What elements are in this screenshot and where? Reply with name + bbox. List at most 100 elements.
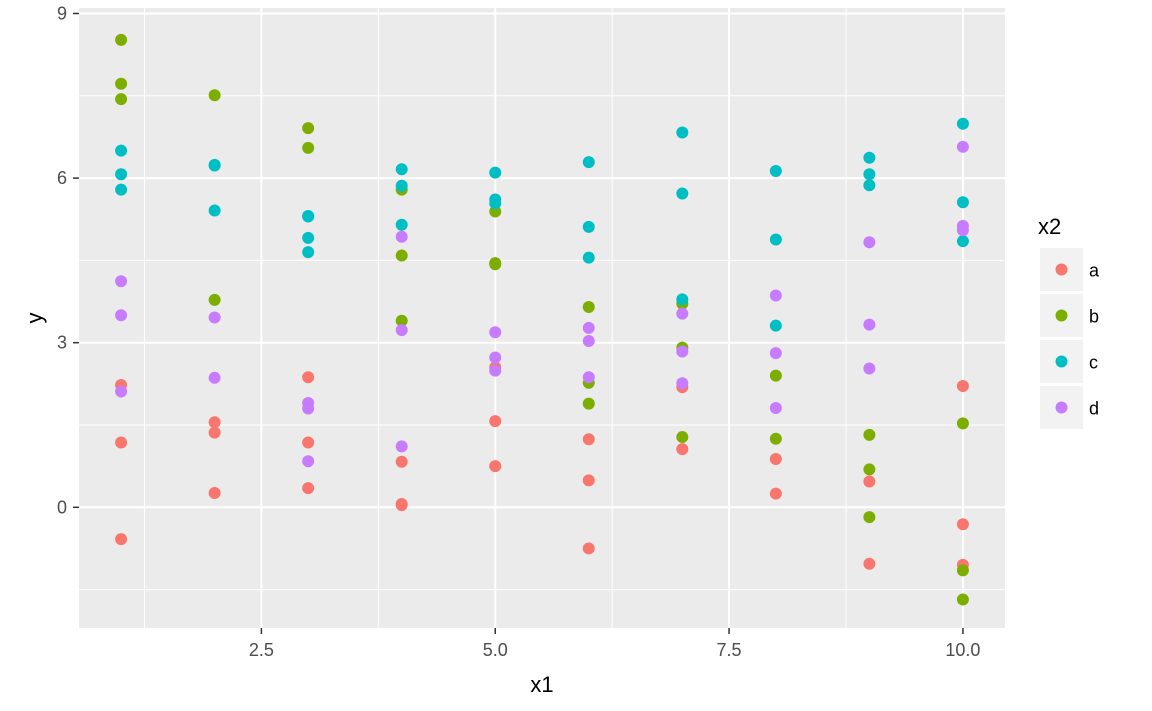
data-point-c xyxy=(769,233,782,246)
data-point-a xyxy=(489,415,502,428)
data-point-c xyxy=(863,151,876,164)
data-point-b xyxy=(582,301,595,314)
data-point-a xyxy=(208,487,221,500)
data-point-c xyxy=(582,251,595,264)
data-point-c xyxy=(676,187,689,200)
data-point-b xyxy=(489,258,502,271)
data-point-b xyxy=(489,205,502,218)
data-point-d xyxy=(769,289,782,302)
data-point-d xyxy=(302,402,315,415)
data-point-d xyxy=(208,311,221,324)
data-point-d xyxy=(582,335,595,348)
data-point-c xyxy=(395,218,408,231)
data-point-a xyxy=(582,542,595,555)
data-point-d xyxy=(395,440,408,453)
data-point-b xyxy=(582,397,595,410)
y-tick-label: 9 xyxy=(57,3,67,23)
legend-marker-c xyxy=(1055,355,1068,368)
data-point-b xyxy=(115,93,128,106)
legend: x2 a b c d xyxy=(1038,214,1100,429)
data-point-a xyxy=(302,371,315,384)
legend-marker-a xyxy=(1055,263,1068,276)
data-point-b xyxy=(956,593,969,606)
data-point-a xyxy=(489,460,502,473)
data-point-a xyxy=(302,436,315,449)
grid-major xyxy=(79,8,1005,628)
data-point-b xyxy=(863,511,876,524)
y-tick-label: 3 xyxy=(57,333,67,353)
y-tick-label: 0 xyxy=(57,497,67,517)
data-point-d xyxy=(956,140,969,153)
x-tick-label: 10.0 xyxy=(945,640,980,660)
data-point-c xyxy=(208,204,221,217)
data-point-d xyxy=(302,455,315,468)
legend-label-b: b xyxy=(1089,307,1099,327)
axes: 2.5 5.0 7.5 10.0 0 3 6 9 xyxy=(57,3,980,660)
data-point-c xyxy=(395,179,408,192)
data-point-b xyxy=(395,249,408,262)
data-point-c xyxy=(395,163,408,176)
data-point-d xyxy=(489,326,502,339)
data-point-c xyxy=(302,231,315,244)
legend-label-d: d xyxy=(1089,399,1099,419)
data-point-c xyxy=(769,319,782,332)
data-point-c xyxy=(582,220,595,233)
data-point-b xyxy=(769,369,782,382)
data-point-b xyxy=(769,432,782,445)
legend-label-a: a xyxy=(1089,261,1100,281)
data-point-d xyxy=(769,347,782,360)
data-point-a xyxy=(582,474,595,487)
data-point-c xyxy=(115,183,128,196)
data-point-c xyxy=(956,117,969,130)
data-point-b xyxy=(956,564,969,577)
data-points xyxy=(115,33,969,606)
data-point-c xyxy=(676,293,689,306)
data-point-d xyxy=(863,362,876,375)
data-point-c xyxy=(676,126,689,139)
legend-title: x2 xyxy=(1038,214,1061,239)
data-point-c xyxy=(769,164,782,177)
data-point-a xyxy=(115,533,128,546)
data-point-a xyxy=(208,426,221,439)
data-point-a xyxy=(676,443,689,456)
data-point-b xyxy=(956,417,969,430)
data-point-c xyxy=(956,235,969,248)
data-point-a xyxy=(302,482,315,495)
data-point-b xyxy=(676,431,689,444)
data-point-d xyxy=(863,236,876,249)
data-point-d xyxy=(115,385,128,398)
data-point-a xyxy=(863,475,876,488)
data-point-c xyxy=(115,168,128,181)
x-axis-title: x1 xyxy=(530,672,553,697)
data-point-d xyxy=(676,345,689,358)
data-point-d xyxy=(115,309,128,322)
data-point-a xyxy=(769,453,782,466)
data-point-a xyxy=(769,487,782,500)
data-point-d xyxy=(115,275,128,288)
data-point-d xyxy=(395,230,408,243)
data-point-c xyxy=(208,159,221,172)
data-point-a xyxy=(115,436,128,449)
data-point-d xyxy=(769,401,782,414)
data-point-d xyxy=(582,321,595,334)
data-point-c xyxy=(115,144,128,157)
x-tick-label: 7.5 xyxy=(717,640,742,660)
x-tick-label: 5.0 xyxy=(483,640,508,660)
data-point-c xyxy=(302,210,315,223)
data-point-d xyxy=(956,224,969,237)
data-point-d xyxy=(863,318,876,331)
data-point-c xyxy=(489,197,502,210)
data-point-d xyxy=(676,307,689,320)
data-point-b xyxy=(863,428,876,441)
data-point-d xyxy=(489,364,502,377)
plot-panel xyxy=(79,8,1005,628)
data-point-d xyxy=(582,371,595,384)
data-point-b xyxy=(115,33,128,46)
data-point-b xyxy=(302,122,315,135)
data-point-a xyxy=(863,557,876,570)
grid-minor xyxy=(79,8,1005,628)
data-point-b xyxy=(302,141,315,154)
data-point-d xyxy=(208,371,221,384)
data-point-a xyxy=(956,518,969,531)
